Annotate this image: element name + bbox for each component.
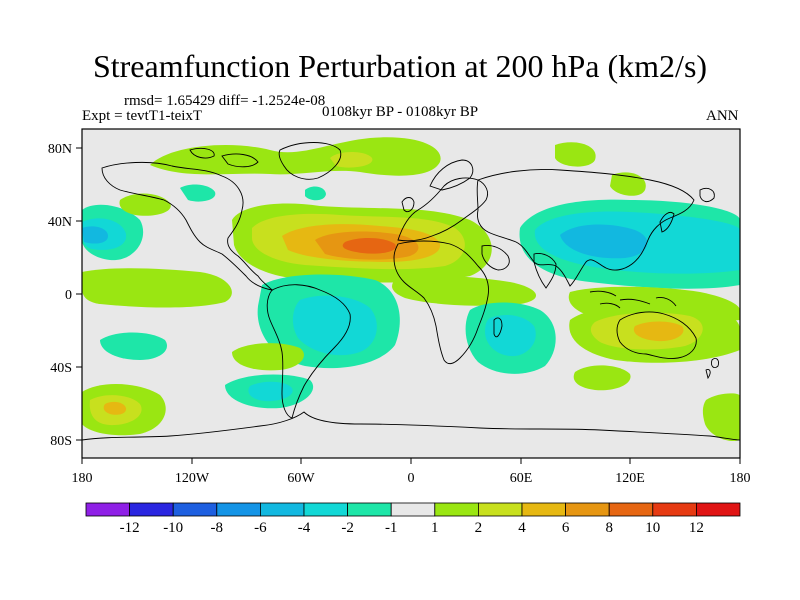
colorbar-swatch bbox=[565, 502, 610, 517]
contour-natl-core bbox=[342, 238, 396, 254]
period-label: 0108kyr BP - 0108kyr BP bbox=[322, 104, 479, 120]
x-tick-label: 180 bbox=[72, 471, 93, 486]
colorbar-swatch bbox=[696, 502, 741, 517]
chart-title: Streamfunction Perturbation at 200 hPa (… bbox=[92, 48, 708, 84]
colorbar-swatch bbox=[129, 502, 174, 517]
coast-europe bbox=[397, 177, 489, 242]
x-tick-label: 120E bbox=[615, 471, 645, 486]
coast-indonesia bbox=[589, 290, 677, 309]
coast-new-zealand bbox=[705, 357, 719, 380]
contour-fill bbox=[82, 137, 740, 442]
x-tick-label: 60E bbox=[510, 471, 533, 486]
experiment-label: Expt = tevtT1-teixT bbox=[82, 108, 203, 124]
contour-indian-cyan bbox=[485, 314, 536, 357]
contour-trop-atlantic-green bbox=[392, 275, 537, 306]
contour-eastasia-green bbox=[610, 172, 646, 196]
colorbar-swatch bbox=[347, 502, 392, 517]
contour-namerica-green-blob2 bbox=[305, 186, 326, 201]
colorbar-label: 4 bbox=[518, 520, 526, 536]
colorbar-swatch bbox=[303, 502, 348, 517]
colorbar-swatch bbox=[85, 502, 130, 517]
colorbar-label: -1 bbox=[385, 520, 398, 536]
contour-trop-pacific-green bbox=[82, 268, 232, 308]
colorbar bbox=[85, 502, 741, 517]
y-tick-label: 40N bbox=[48, 215, 72, 230]
x-tick-label: 60W bbox=[287, 471, 315, 486]
contour-arctic-green bbox=[150, 137, 441, 176]
contour-s-atlantic-green bbox=[100, 332, 168, 360]
colorbar-label: 12 bbox=[689, 520, 704, 536]
y-tick-labels: 80N 40N 0 40S 80S bbox=[48, 142, 72, 449]
contour-s-atlantic-lowblob-cyan bbox=[248, 381, 293, 402]
colorbar-swatch bbox=[608, 502, 654, 517]
colorbar-swatch bbox=[652, 502, 697, 517]
coast-australia bbox=[616, 311, 697, 359]
colorbar-label: -2 bbox=[341, 520, 354, 536]
contour-samerica-cyan bbox=[292, 295, 377, 356]
coast-india bbox=[533, 253, 557, 289]
colorbar-label: -10 bbox=[163, 520, 183, 536]
y-tick-label: 40S bbox=[50, 361, 72, 376]
colorbar-label: -4 bbox=[298, 520, 311, 536]
season-label: ANN bbox=[706, 108, 739, 124]
contour-namerica-green-blob bbox=[180, 184, 216, 202]
contour-se-pacific-green bbox=[232, 343, 304, 371]
coast-kamchatka bbox=[699, 187, 715, 203]
coast-greenland bbox=[278, 142, 342, 180]
colorbar-label: -12 bbox=[120, 520, 140, 536]
coast-africa bbox=[393, 240, 489, 365]
contour-s-indian-green bbox=[573, 365, 631, 391]
colorbar-swatch bbox=[477, 502, 523, 517]
colorbar-label: -8 bbox=[211, 520, 224, 536]
colorbar-label: 2 bbox=[475, 520, 483, 536]
colorbar-swatch bbox=[216, 502, 261, 517]
colorbar-swatch bbox=[390, 502, 436, 517]
colorbar-labels: -12 -10 -8 -6 -4 -2 -1 1 2 4 6 8 10 12 bbox=[120, 520, 704, 536]
coast-canada-islands bbox=[189, 147, 259, 168]
x-tick-label: 180 bbox=[730, 471, 751, 486]
colorbar-swatch bbox=[259, 502, 305, 517]
contour-australia-orange bbox=[633, 321, 684, 342]
colorbar-label: 6 bbox=[562, 520, 570, 536]
colorbar-label: -6 bbox=[254, 520, 267, 536]
colorbar-label: 10 bbox=[645, 520, 660, 536]
colorbar-swatch bbox=[521, 502, 566, 517]
coast-antarctica bbox=[82, 411, 740, 441]
x-tick-labels: 180 120W 60W 0 60E 120E 180 bbox=[72, 471, 751, 486]
coast-south-america bbox=[266, 284, 351, 419]
coast-madagascar bbox=[493, 317, 503, 338]
coast-japan bbox=[659, 211, 675, 233]
contour-nordic-green bbox=[555, 142, 596, 167]
colorbar-label: 8 bbox=[605, 520, 613, 536]
contour-asia-blue bbox=[560, 224, 648, 259]
colorbar-swatch bbox=[434, 502, 479, 517]
coast-asia bbox=[476, 169, 695, 287]
stats-label: rmsd= 1.65429 diff= -1.2524e-08 bbox=[124, 93, 326, 109]
contour-natl-green-blob bbox=[119, 193, 171, 216]
y-tick-label: 0 bbox=[65, 288, 72, 303]
contour-npac-blue bbox=[82, 226, 108, 244]
contour-se-indian-green bbox=[702, 393, 740, 442]
x-tick-label: 120W bbox=[175, 471, 210, 486]
coast-britain bbox=[401, 197, 415, 213]
coast-scandinavia bbox=[429, 159, 474, 191]
coast-arabia bbox=[481, 245, 510, 271]
y-tick-label: 80N bbox=[48, 142, 72, 157]
colorbar-label: 1 bbox=[431, 520, 439, 536]
colorbar-swatch bbox=[172, 502, 218, 517]
x-tick-label: 0 bbox=[408, 471, 415, 486]
contour-spac-orange bbox=[103, 401, 127, 415]
coastlines bbox=[82, 142, 740, 441]
axis-ticks bbox=[76, 147, 741, 464]
y-tick-label: 80S bbox=[50, 434, 72, 449]
